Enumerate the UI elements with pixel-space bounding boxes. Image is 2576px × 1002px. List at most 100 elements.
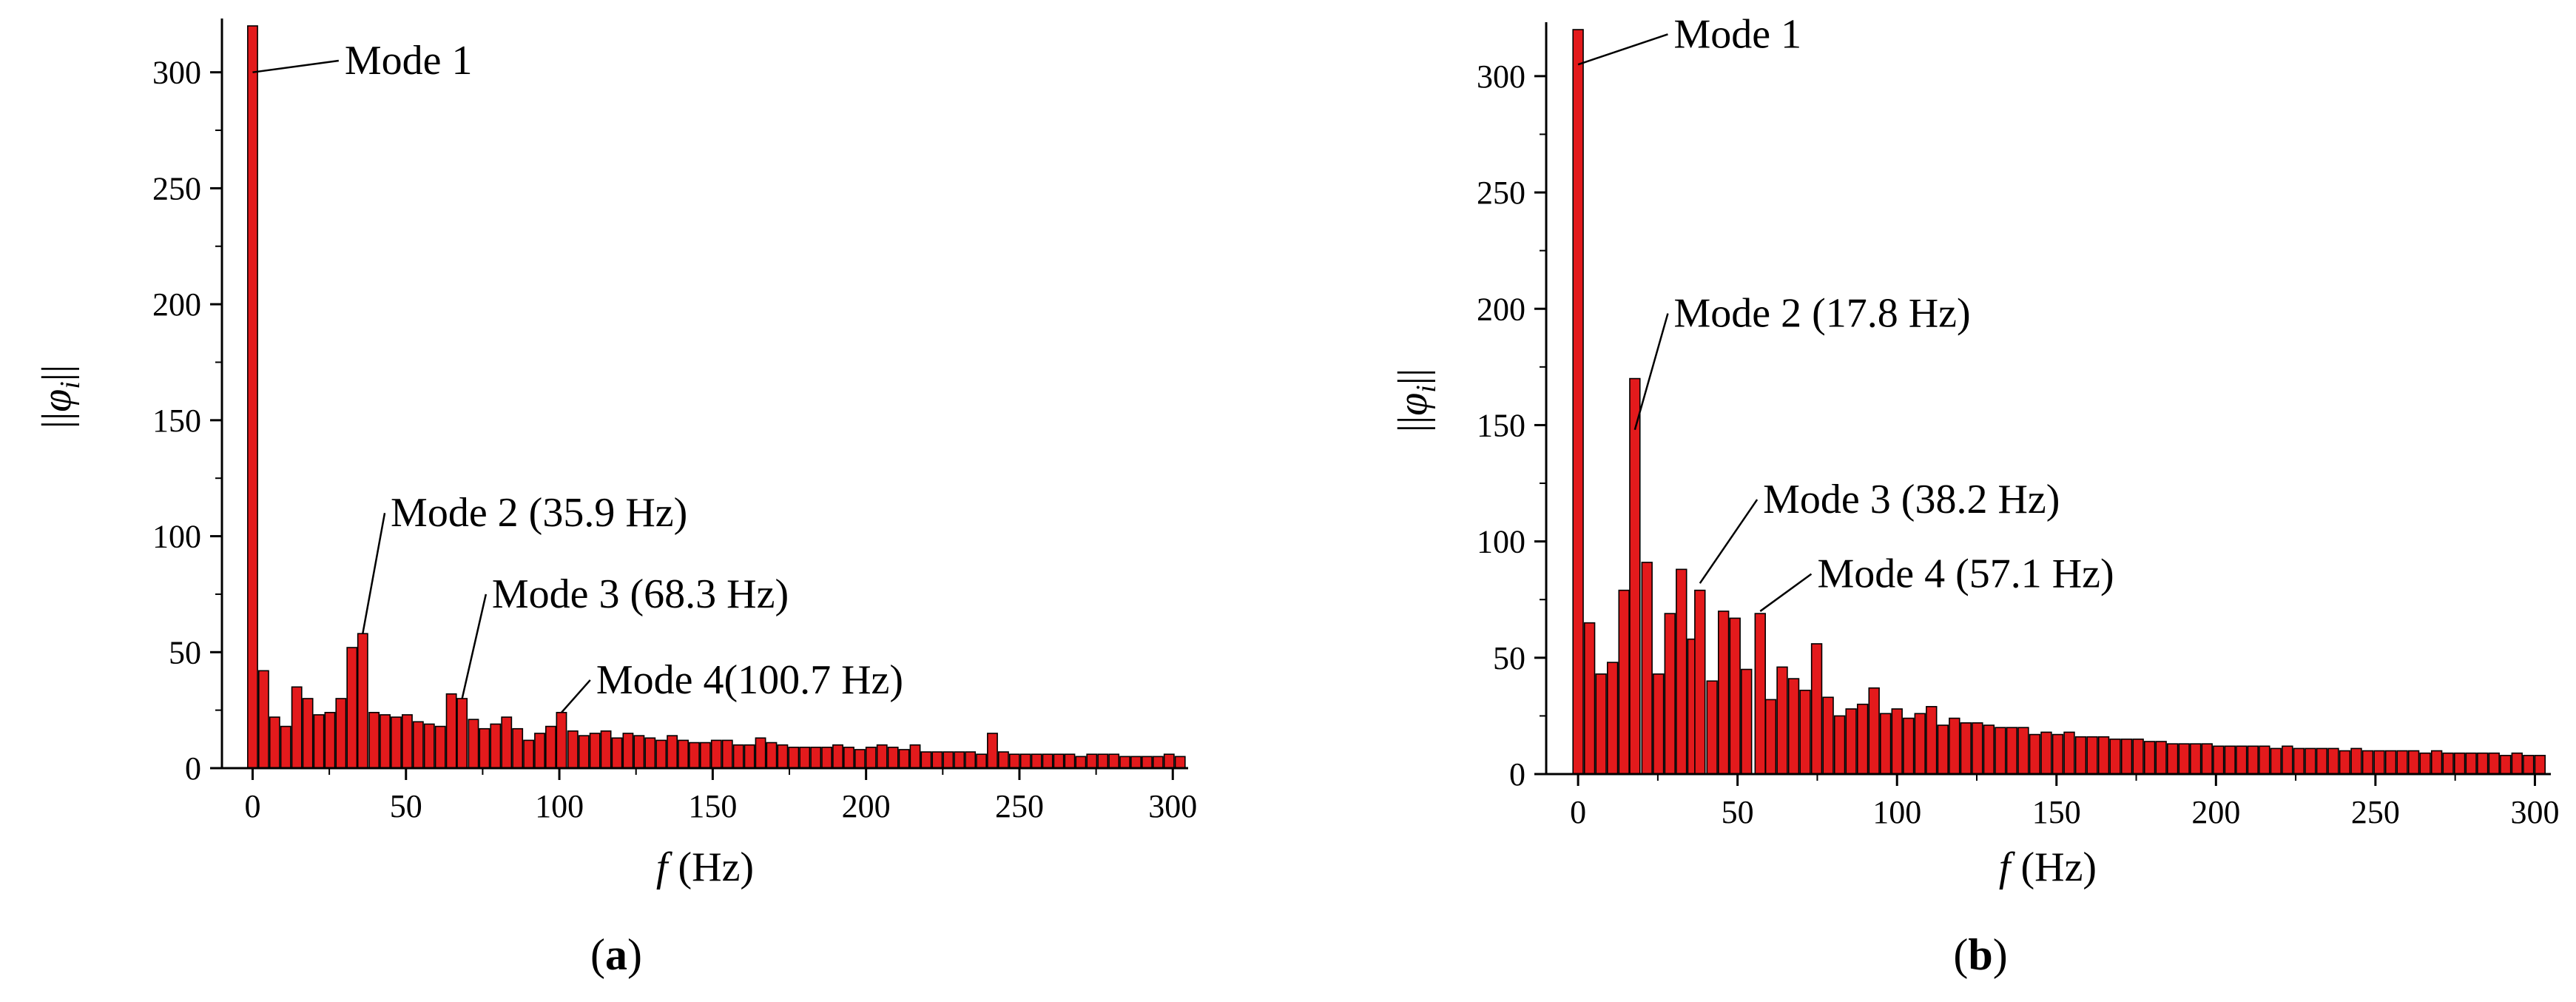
- bar: [2350, 747, 2362, 775]
- bar: [1718, 611, 1730, 775]
- bar: [1754, 613, 1766, 775]
- bar: [2074, 736, 2087, 775]
- bar: [2327, 747, 2339, 775]
- bar: [2040, 731, 2052, 775]
- annotation-label: Mode 3 (68.3 Hz): [492, 571, 789, 617]
- bar: [1097, 753, 1109, 769]
- bar: [412, 721, 424, 769]
- x-tick-label: 300: [1148, 788, 1197, 824]
- bar: [2259, 745, 2270, 775]
- annotation-leader-line: [461, 594, 488, 699]
- bar: [1926, 706, 1938, 775]
- bar: [1729, 617, 1741, 775]
- bar: [434, 725, 446, 769]
- bar: [269, 716, 280, 769]
- bar: [2109, 739, 2121, 775]
- bar: [1822, 696, 1834, 775]
- bar: [2419, 752, 2431, 775]
- bar: [523, 739, 535, 769]
- bar: [1152, 756, 1164, 769]
- bar: [1618, 589, 1630, 775]
- x-tick-label: 200: [2191, 794, 2240, 830]
- bar: [976, 753, 987, 769]
- bar: [2407, 750, 2420, 775]
- bar: [512, 727, 524, 769]
- bar: [1653, 673, 1665, 775]
- bar: [1810, 643, 1823, 775]
- bar: [2384, 750, 2397, 775]
- bar: [1595, 673, 1607, 775]
- bar: [987, 733, 998, 769]
- bar: [2270, 747, 2282, 775]
- bar: [611, 737, 623, 769]
- bar: [667, 735, 678, 769]
- bar: [1130, 756, 1142, 769]
- bar: [876, 744, 888, 769]
- bar: [545, 725, 556, 769]
- bar: [1741, 668, 1753, 775]
- bar: [2247, 745, 2259, 775]
- bar: [1008, 753, 1020, 769]
- bar: [909, 744, 921, 769]
- y-tick-label: 150: [152, 403, 201, 439]
- y-tick-label: 300: [1477, 58, 1525, 95]
- bar: [1075, 756, 1087, 769]
- bar: [788, 746, 800, 769]
- bar: [732, 744, 744, 769]
- bar: [1787, 678, 1800, 775]
- bar: [2373, 750, 2385, 775]
- bar: [578, 735, 590, 769]
- bar: [1995, 727, 2006, 775]
- bar: [346, 647, 358, 769]
- bar: [1163, 753, 1175, 769]
- x-tick-label: 100: [535, 788, 584, 824]
- bar: [2523, 755, 2535, 775]
- bar: [1972, 722, 1983, 775]
- bar: [1880, 713, 1892, 775]
- bar: [456, 698, 468, 769]
- bar: [1856, 703, 1869, 775]
- bar: [1868, 687, 1880, 775]
- bar: [755, 737, 766, 769]
- x-axis-label: f (Hz): [1999, 844, 2097, 890]
- bar: [721, 739, 733, 769]
- bar: [2534, 755, 2546, 775]
- bar: [843, 746, 854, 769]
- bar: [2339, 750, 2351, 775]
- bar: [1031, 753, 1042, 769]
- bar: [280, 725, 291, 769]
- bar: [1142, 756, 1153, 769]
- bar: [832, 744, 843, 769]
- bar: [2167, 743, 2179, 775]
- bar: [920, 751, 932, 769]
- annotation-label: Mode 4(100.7 Hz): [596, 657, 903, 703]
- bar: [490, 723, 502, 769]
- y-tick-label: 200: [152, 286, 201, 323]
- bar: [1845, 708, 1857, 775]
- bar: [810, 746, 822, 769]
- x-tick-label: 50: [390, 788, 422, 824]
- bar: [2396, 750, 2408, 775]
- bar: [997, 751, 1009, 769]
- bar: [2190, 743, 2202, 775]
- bar: [1042, 753, 1053, 769]
- bar: [2430, 750, 2443, 775]
- bar: [600, 730, 612, 769]
- bar: [799, 746, 811, 769]
- bar: [965, 751, 977, 769]
- bar: [2143, 741, 2156, 775]
- x-axis-label: f (Hz): [656, 844, 754, 890]
- panel-label: (b): [1953, 930, 2007, 979]
- panel-label: (a): [590, 930, 642, 979]
- bar: [2282, 745, 2293, 775]
- bar: [1706, 680, 1718, 775]
- bar: [2316, 747, 2328, 775]
- y-tick-label: 150: [1477, 407, 1525, 443]
- annotation-leader-line: [1577, 33, 1668, 66]
- bar: [2006, 727, 2018, 775]
- x-tick-label: 0: [244, 788, 260, 824]
- bar: [1983, 724, 1995, 775]
- bar: [2029, 733, 2041, 775]
- bar: [357, 633, 368, 769]
- bar: [589, 733, 601, 769]
